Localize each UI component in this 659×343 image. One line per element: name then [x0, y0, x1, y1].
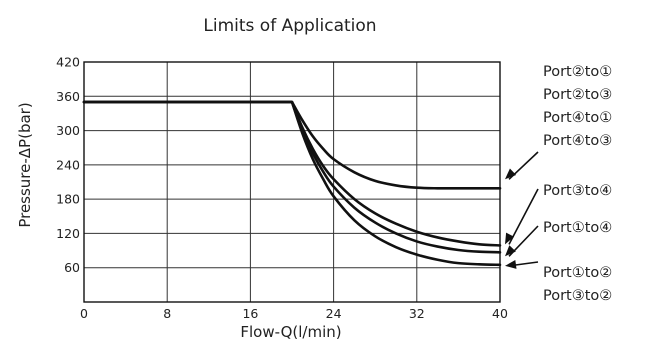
legend-entry-0-2: Port④to① — [543, 110, 612, 126]
x-tick-labels: 0 8 16 24 32 40 — [80, 306, 508, 321]
legend-entry-3-0: Port①to② — [543, 265, 612, 281]
legend-arrowhead-3 — [505, 259, 517, 269]
y-tick-label-6: 420 — [56, 55, 80, 70]
legend-arrowhead-1 — [505, 232, 515, 245]
series-line-1 — [82, 100, 502, 247]
plot-frame — [83, 61, 501, 303]
y-tick-labels: 60 120 180 240 300 360 420 — [56, 55, 80, 276]
legend-entry-2-0: Port①to④ — [543, 220, 612, 236]
grid — [83, 61, 501, 302]
y-tick-label-3: 240 — [56, 157, 80, 172]
chart-title: Limits of Application — [203, 16, 376, 36]
x-tick-label-3: 24 — [326, 306, 342, 321]
y-tick-label-4: 300 — [56, 123, 80, 138]
x-tick-label-4: 32 — [409, 306, 425, 321]
y-axis-label: Pressure-ΔP(bar) — [16, 102, 34, 227]
curves — [82, 100, 502, 267]
y-tick-label-1: 120 — [56, 226, 80, 241]
legend-pointer-1 — [508, 188, 539, 245]
legend-entry-3-1: Port③to② — [543, 288, 612, 304]
legend: Port②to① Port②to③ Port④to① Port④to③ Port③to④… — [505, 64, 612, 304]
series-line-2 — [82, 100, 502, 254]
legend-entry-0-0: Port②to① — [543, 64, 612, 80]
series-line-3 — [82, 100, 502, 267]
x-axis-label: Flow-Q(l/min) — [240, 323, 341, 341]
legend-arrowhead-2 — [505, 245, 516, 257]
y-tick-label-2: 180 — [56, 192, 80, 207]
x-tick-label-5: 40 — [492, 306, 508, 321]
x-tick-label-0: 0 — [80, 306, 88, 321]
legend-entry-0-1: Port②to③ — [543, 87, 612, 103]
x-tick-label-2: 16 — [242, 306, 258, 321]
y-tick-label-5: 360 — [56, 89, 80, 104]
legend-arrowhead-0 — [505, 168, 517, 180]
series-line-0 — [82, 100, 502, 190]
legend-entry-0-3: Port④to③ — [543, 133, 612, 149]
y-tick-label-0: 60 — [64, 260, 80, 275]
legend-entry-1-0: Port③to④ — [543, 183, 612, 199]
x-tick-label-1: 8 — [163, 306, 171, 321]
